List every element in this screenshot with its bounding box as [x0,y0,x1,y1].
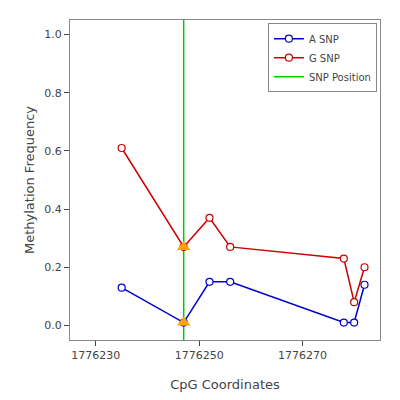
svg-text:SNP Position: SNP Position [309,72,371,83]
svg-text:0.4: 0.4 [44,203,62,216]
svg-text:Methylation Frequency: Methylation Frequency [22,106,37,254]
svg-text:CpG Coordinates: CpG Coordinates [170,377,280,392]
svg-text:0.0: 0.0 [44,319,62,332]
svg-text:1776230: 1776230 [71,349,120,362]
svg-text:G SNP: G SNP [309,53,340,64]
svg-text:A SNP: A SNP [309,34,339,45]
svg-text:1776250: 1776250 [175,349,224,362]
svg-text:0.6: 0.6 [44,145,62,158]
svg-text:0.8: 0.8 [44,87,62,100]
svg-text:1776270: 1776270 [278,349,327,362]
svg-text:0.2: 0.2 [44,261,62,274]
svg-text:1.0: 1.0 [44,28,62,41]
